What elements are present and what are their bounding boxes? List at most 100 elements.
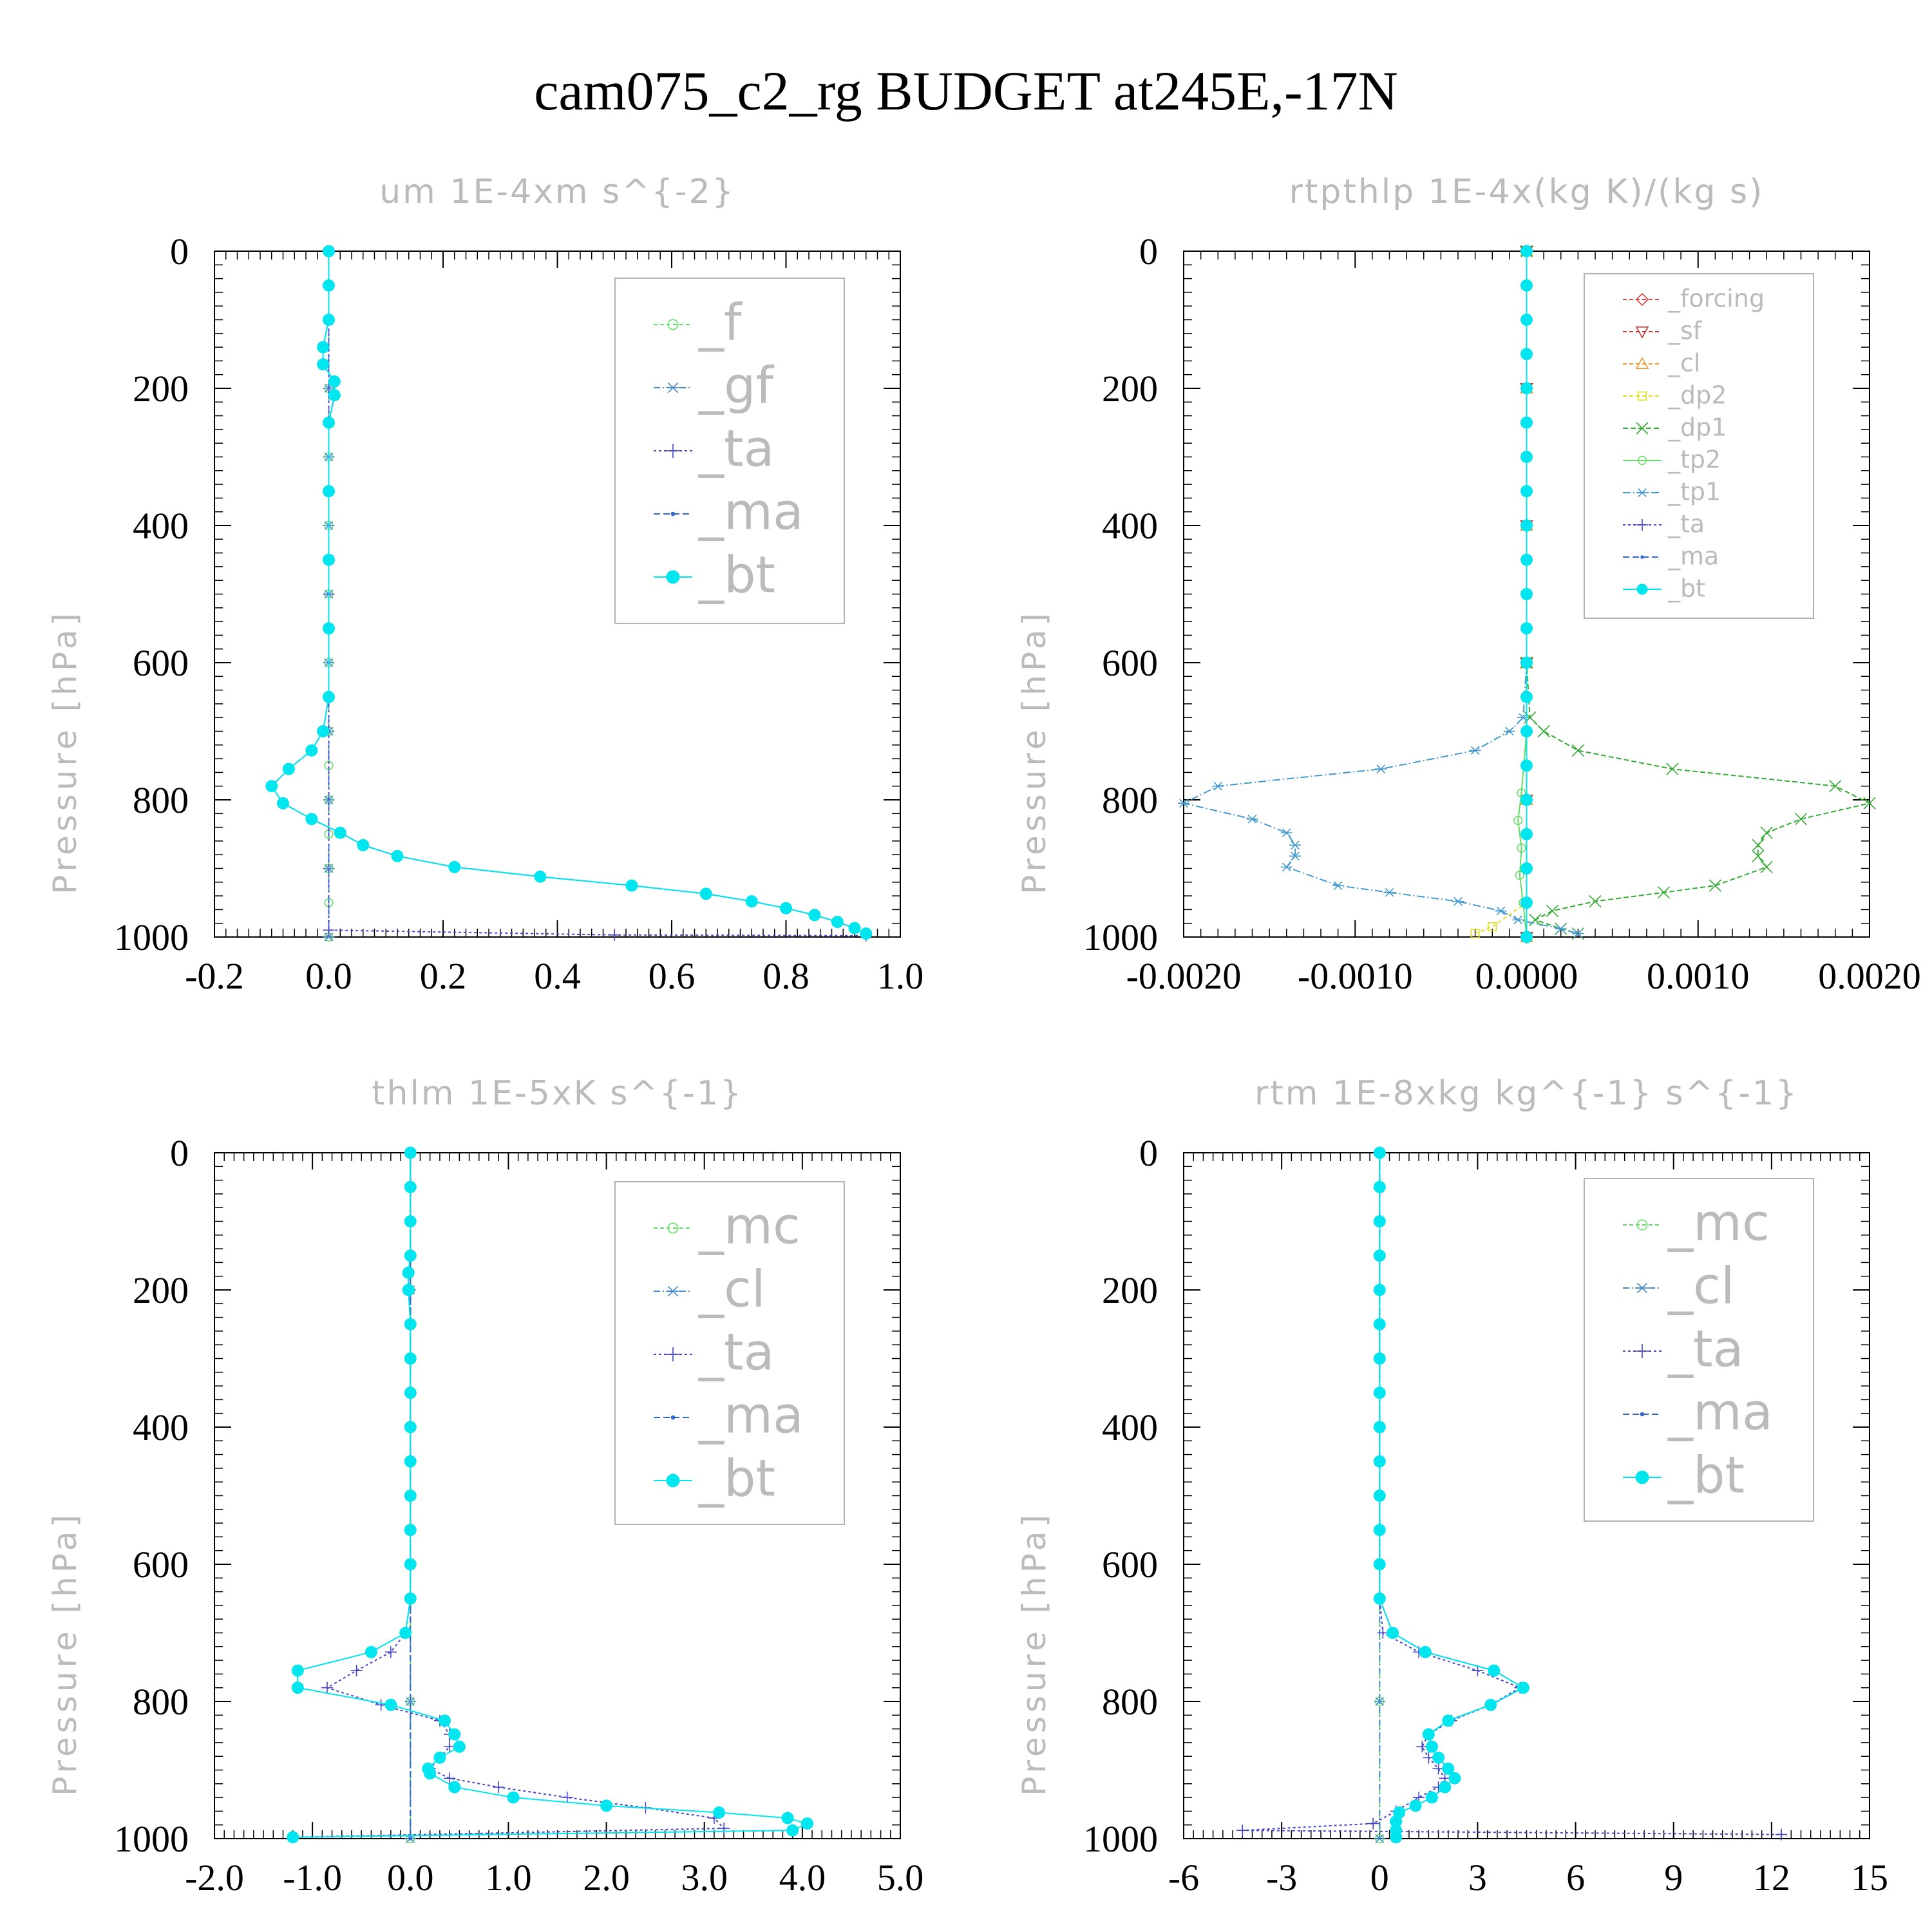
legend-marker	[1636, 519, 1648, 531]
data-point	[1776, 1828, 1788, 1841]
chart-panel-4: rtm 1E-8xkg kg^{-1} s^{-1} Pressure [hPa]…	[1016, 1074, 1888, 1899]
legend-item: _ma	[654, 483, 804, 541]
data-point	[1520, 931, 1533, 943]
data-point	[404, 1592, 417, 1605]
x-tick-label: 1.0	[485, 1857, 532, 1899]
legend-item: _cl	[654, 1260, 766, 1318]
data-point	[391, 849, 404, 862]
data-point	[350, 1665, 363, 1677]
data-point	[404, 1455, 417, 1468]
data-point	[1373, 1283, 1386, 1296]
data-point	[1572, 929, 1584, 938]
y-tick-label: 1000	[1083, 1818, 1158, 1860]
data-point	[534, 870, 547, 883]
legend-marker	[670, 511, 676, 516]
legend-label: _tp1	[1667, 477, 1721, 506]
data-point	[1571, 744, 1584, 757]
x-tick-label: 9	[1664, 1857, 1683, 1899]
data-point	[1520, 862, 1533, 875]
data-point	[365, 1645, 377, 1658]
legend-marker	[1637, 391, 1647, 401]
legend-item: _ta	[654, 1323, 774, 1381]
data-point	[1520, 519, 1533, 532]
data-point	[1520, 416, 1533, 429]
legend-label: _forcing	[1667, 284, 1765, 312]
x-tick-label: 0	[1370, 1857, 1389, 1899]
data-point	[713, 1806, 726, 1819]
series-line	[1379, 1153, 1525, 1837]
x-tick-label: 4.0	[779, 1857, 826, 1899]
data-point	[404, 1697, 417, 1706]
legend-item: _ma	[1623, 542, 1719, 570]
legend-item: _mc	[1623, 1194, 1770, 1252]
data-point	[265, 780, 278, 793]
data-point	[424, 1767, 437, 1780]
data-point	[781, 1812, 794, 1824]
x-tick-label: -0.0020	[1126, 955, 1242, 997]
y-axis-label: Pressure [hPa]	[46, 609, 84, 895]
data-point	[1484, 1698, 1497, 1711]
data-point	[444, 1772, 456, 1785]
data-point	[1383, 887, 1396, 897]
data-point	[860, 927, 873, 940]
legend-label: _sf	[1667, 316, 1703, 345]
y-tick-label: 1000	[114, 1818, 189, 1860]
panel-title: um 1E-4xm s^{-2}	[379, 173, 735, 211]
data-point	[323, 690, 335, 703]
legend-item: _cl	[1623, 348, 1700, 377]
data-point	[305, 813, 318, 826]
y-tick-label: 400	[133, 1406, 189, 1448]
series-line	[292, 1153, 810, 1838]
y-tick-label: 400	[1102, 505, 1158, 547]
legend-label: _ta	[698, 420, 774, 478]
data-point	[1289, 840, 1302, 850]
x-tick-label: 0.2	[420, 955, 467, 997]
y-tick-label: 600	[133, 642, 189, 684]
data-point	[1520, 896, 1533, 909]
data-point	[831, 916, 844, 929]
legend-label: _mc	[1667, 1194, 1770, 1252]
data-point	[328, 375, 341, 388]
data-point	[600, 1799, 613, 1812]
data-point	[1442, 1714, 1455, 1727]
legend-label: _bt	[698, 546, 775, 604]
legend-label: _dp2	[1667, 381, 1727, 409]
y-tick-label: 200	[1102, 1269, 1158, 1311]
y-tick-label: 200	[133, 368, 189, 410]
data-point	[287, 1831, 299, 1844]
y-tick-label: 600	[1102, 1544, 1158, 1586]
y-tick-label: 800	[133, 1681, 189, 1723]
data-point	[1375, 764, 1387, 773]
series-bt	[1373, 1146, 1530, 1844]
legend-marker	[1635, 327, 1649, 339]
data-point	[1515, 871, 1524, 880]
legend-marker	[666, 444, 680, 458]
legend-item: _ta	[1623, 509, 1705, 538]
legend: _mc_cl_ta_ma_bt	[1584, 1178, 1814, 1522]
legend-item: _tp1	[1623, 477, 1721, 506]
legend-item: _ma	[654, 1387, 804, 1444]
series-tp1	[1178, 247, 1584, 938]
data-point	[1373, 1490, 1386, 1502]
data-point	[1520, 690, 1533, 703]
x-tick-label: 3.0	[681, 1857, 728, 1899]
legend-label: _bt	[1667, 1446, 1745, 1504]
data-point	[1178, 799, 1189, 808]
legend-label: _bt	[1667, 574, 1705, 602]
legend: _mc_cl_ta_ma_bt	[614, 1181, 845, 1525]
data-point	[1520, 725, 1533, 737]
data-point	[277, 797, 289, 810]
legend-label: _dp1	[1667, 413, 1727, 441]
legend-marker	[1637, 455, 1647, 466]
data-point	[1419, 1645, 1432, 1658]
y-tick-label: 1000	[114, 916, 189, 958]
series-bt	[287, 1146, 813, 1844]
data-point	[1513, 815, 1523, 826]
legend-item: _bt	[1623, 574, 1705, 602]
legend-label: _mc	[698, 1197, 800, 1255]
legend-marker	[1635, 1470, 1649, 1484]
x-tick-label: -3	[1266, 1857, 1297, 1899]
y-tick-label: 200	[1102, 368, 1158, 410]
data-point	[404, 1249, 417, 1262]
